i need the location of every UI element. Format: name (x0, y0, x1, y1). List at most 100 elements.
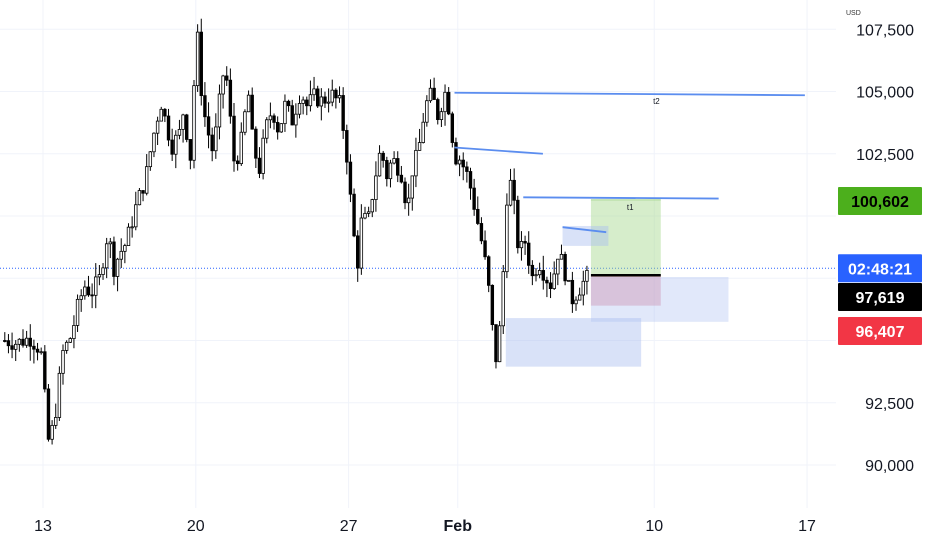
candle-79 (290, 99, 294, 126)
annotations: t1 t2 (627, 97, 660, 212)
time-axis-panel[interactable] (0, 508, 932, 550)
candle-18 (68, 337, 72, 344)
candle-58 (214, 113, 218, 159)
candle-160 (585, 265, 589, 295)
candle-78 (286, 99, 291, 112)
drawing-zones[interactable] (505, 199, 729, 367)
candle-83 (305, 96, 309, 116)
candle-47 (174, 130, 178, 169)
trendline-1[interactable] (454, 146, 543, 155)
candle-33 (123, 243, 127, 264)
candle-116 (425, 95, 429, 127)
candle-115 (421, 113, 425, 144)
candle-11 (43, 345, 47, 393)
candle-100 (366, 206, 371, 218)
candle-28 (104, 237, 109, 279)
candle-141 (516, 195, 520, 254)
candle-110 (403, 177, 407, 210)
candle-84 (308, 80, 313, 112)
candle-34 (126, 223, 131, 246)
candle-24 (90, 283, 94, 309)
annotation-t2: t2 (653, 97, 660, 106)
candle-41 (152, 132, 156, 158)
candle-80 (294, 103, 298, 138)
candle-0 (3, 332, 7, 343)
candle-57 (210, 127, 214, 162)
drawing-lines[interactable] (454, 91, 805, 277)
candle-32 (119, 238, 123, 268)
candle-147 (537, 262, 542, 279)
candle-118 (432, 77, 436, 100)
candle-54 (199, 18, 203, 106)
candle-21 (79, 289, 83, 312)
target-zone[interactable] (590, 199, 661, 275)
price-tick-label: 102,500 (856, 147, 914, 164)
stop-zone[interactable] (590, 275, 661, 306)
candle-97 (356, 230, 360, 282)
candle-148 (541, 255, 545, 290)
candle-76 (279, 123, 284, 133)
candle-3 (14, 340, 18, 362)
time-axis: 13 20 27 Feb 10 17 (34, 518, 816, 535)
candle-44 (163, 108, 167, 123)
candle-50 (185, 113, 189, 143)
time-tick-label: 13 (34, 518, 52, 535)
candle-98 (359, 204, 364, 275)
candle-105 (385, 156, 389, 187)
candle-75 (275, 116, 280, 140)
candle-106 (388, 159, 393, 188)
candle-153 (559, 244, 564, 260)
candle-65 (239, 122, 243, 166)
candle-10 (39, 347, 43, 355)
candle-45 (166, 108, 171, 147)
price-tick-label: 107,500 (856, 22, 914, 39)
candle-89 (326, 88, 331, 113)
candle-101 (370, 198, 374, 218)
candle-17 (64, 340, 69, 354)
candle-126 (461, 152, 465, 181)
candle-15 (57, 366, 62, 421)
price-axis-panel[interactable] (836, 0, 932, 508)
candle-64 (235, 155, 240, 171)
candle-93 (341, 87, 345, 139)
candle-113 (414, 137, 418, 188)
candle-42 (155, 116, 160, 146)
candle-154 (563, 251, 567, 286)
candle-132 (483, 230, 487, 260)
candle-72 (265, 117, 269, 144)
candle-67 (246, 90, 251, 113)
blue-zone-lower[interactable] (505, 318, 642, 367)
candle-114 (417, 128, 422, 151)
trendline-3[interactable] (562, 226, 607, 234)
candle-85 (312, 76, 316, 101)
candle-46 (170, 128, 174, 161)
candle-155 (567, 279, 571, 282)
trendline-0[interactable] (454, 91, 805, 97)
trendline-2[interactable] (523, 196, 719, 200)
candle-6 (24, 330, 29, 348)
annotation-t1: t1 (627, 203, 634, 212)
candle-159 (581, 270, 585, 306)
candle-104 (381, 150, 385, 168)
blue-zone-right[interactable] (590, 277, 729, 322)
candle-20 (75, 294, 80, 332)
candle-27 (101, 263, 105, 280)
candle-48 (177, 119, 182, 140)
price-badge-2: 97,619 (838, 283, 922, 311)
candle-152 (556, 258, 560, 286)
candle-82 (301, 96, 305, 115)
candle-49 (181, 113, 185, 143)
candle-138 (505, 193, 509, 279)
candle-81 (297, 95, 302, 119)
candle-30 (112, 236, 116, 286)
price-badge-1: 02:48:21 (838, 254, 922, 283)
candle-73 (268, 102, 273, 129)
candle-77 (283, 94, 287, 132)
time-tick-label: 20 (187, 518, 205, 535)
candle-103 (377, 145, 382, 177)
candle-26 (97, 264, 102, 286)
candle-19 (72, 315, 76, 349)
candle-121 (443, 84, 447, 126)
currency-label: USD (846, 10, 861, 17)
